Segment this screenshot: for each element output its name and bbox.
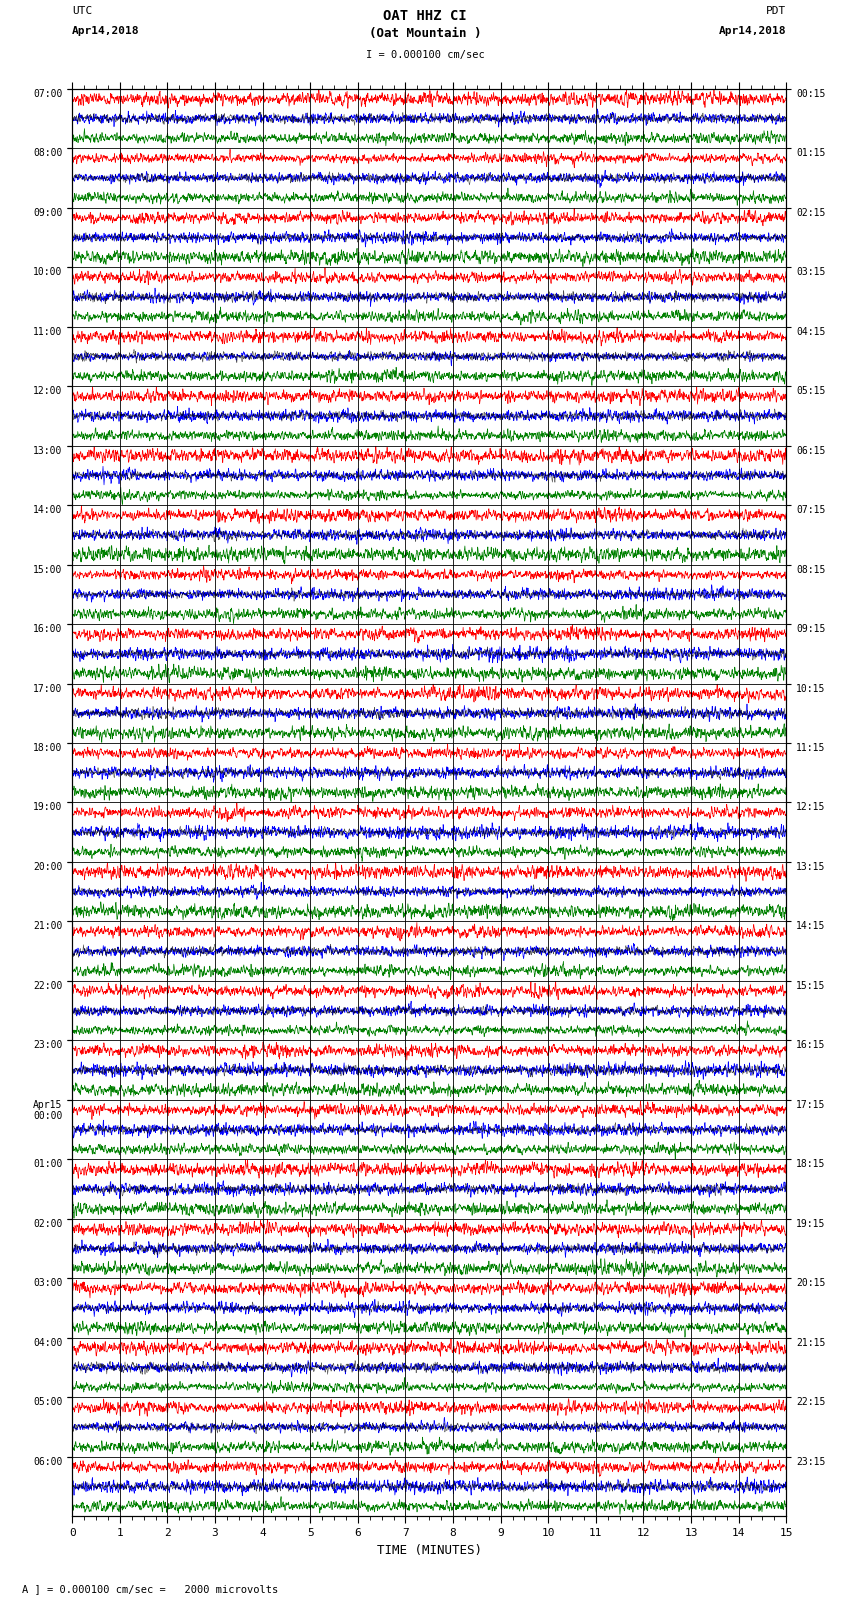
X-axis label: TIME (MINUTES): TIME (MINUTES) xyxy=(377,1544,482,1557)
Text: (Oat Mountain ): (Oat Mountain ) xyxy=(369,27,481,40)
Text: I = 0.000100 cm/sec: I = 0.000100 cm/sec xyxy=(366,50,484,60)
Text: PDT: PDT xyxy=(766,6,786,16)
Text: Apr14,2018: Apr14,2018 xyxy=(719,26,786,35)
Text: UTC: UTC xyxy=(72,6,93,16)
Text: Apr14,2018: Apr14,2018 xyxy=(72,26,139,35)
Text: OAT HHZ CI: OAT HHZ CI xyxy=(383,10,467,23)
Text: A ] = 0.000100 cm/sec =   2000 microvolts: A ] = 0.000100 cm/sec = 2000 microvolts xyxy=(22,1584,278,1594)
